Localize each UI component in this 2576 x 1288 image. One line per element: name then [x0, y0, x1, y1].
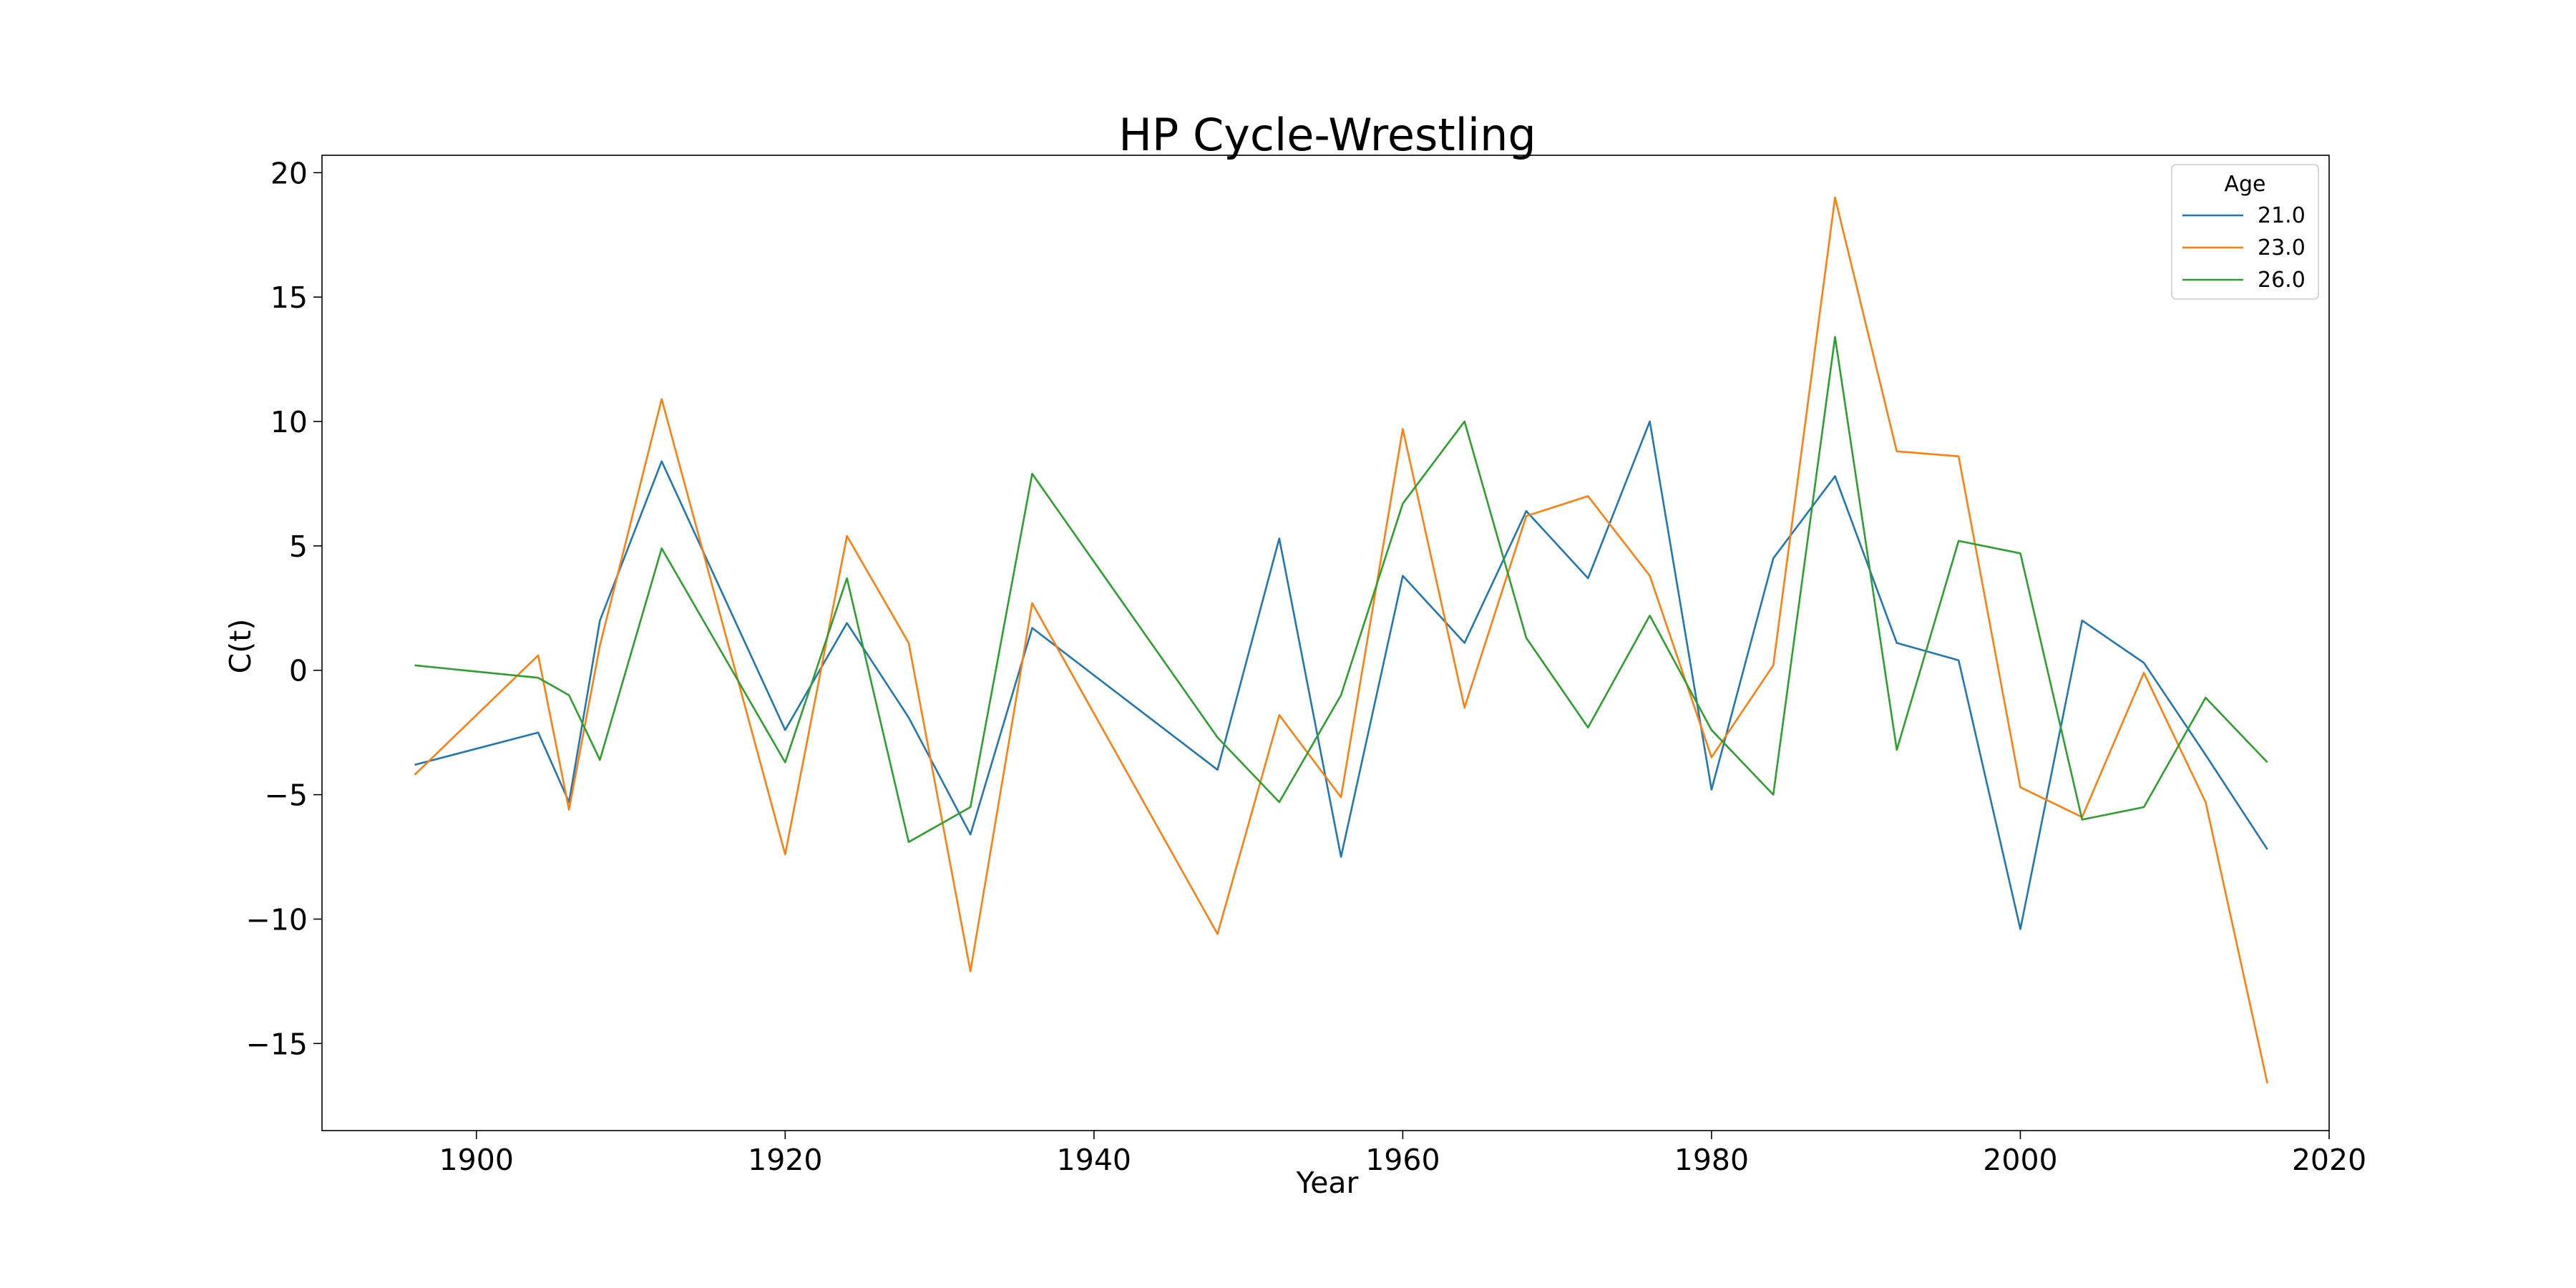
legend-label-23.0: 23.0 [2258, 235, 2306, 260]
y-tick-label: 10 [270, 405, 308, 439]
y-tick-label: −10 [245, 902, 308, 937]
legend-title: Age [2224, 172, 2265, 197]
x-tick-label: 1940 [1057, 1143, 1131, 1177]
x-tick-label: 1980 [1674, 1143, 1749, 1177]
legend-label-21.0: 21.0 [2258, 203, 2306, 228]
plot-area: 1900 1920 1940 1960 1980 2000 2020 −15 −10 −5 0 5 10… [245, 155, 2366, 1177]
x-axis-label: Year [1296, 1166, 1359, 1200]
series-line-26.0 [414, 336, 2268, 843]
y-tick-label: −15 [245, 1027, 308, 1061]
legend-label-26.0: 26.0 [2258, 268, 2306, 293]
plot-frame [321, 155, 2330, 1131]
series-line-21.0 [414, 420, 2268, 930]
x-tick-label: 1900 [439, 1143, 514, 1177]
legend: Age 21.0 23.0 26.0 [2171, 164, 2319, 300]
chart-title: HP Cycle-Wrestling [1118, 109, 1536, 161]
x-tick-label: 1920 [748, 1143, 822, 1177]
y-tick-label: 5 [289, 530, 308, 564]
y-tick-label: −5 [265, 779, 308, 813]
x-tick-label: 2000 [1983, 1143, 2057, 1177]
y-axis-label: C(t) [223, 619, 258, 674]
legend-box [2171, 164, 2319, 300]
y-tick-label: 20 [270, 156, 308, 190]
series-line-23.0 [414, 196, 2268, 1084]
x-tick-label: 2020 [2292, 1143, 2366, 1177]
x-tick-label: 1960 [1365, 1143, 1440, 1177]
y-tick-label: 0 [289, 654, 308, 688]
y-tick-label: 15 [270, 280, 308, 315]
